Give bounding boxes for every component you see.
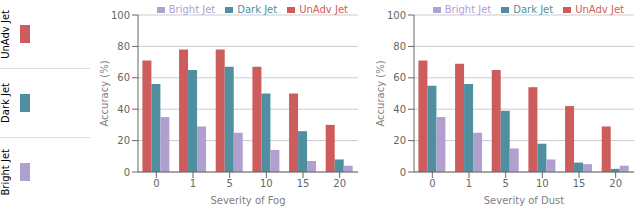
svg-text:80: 80	[117, 41, 130, 52]
svg-text:0: 0	[400, 167, 406, 178]
html-text:UnAdv Jet: UnAdv Jet	[299, 4, 348, 15]
svg-text:20: 20	[117, 135, 130, 146]
svg-text:Severity of Fog: Severity of Fog	[210, 195, 285, 206]
svg-text:1: 1	[466, 178, 472, 189]
svg-text:20: 20	[609, 178, 622, 189]
svg-text:0: 0	[153, 178, 159, 189]
svg-text:Severity of Dust: Severity of Dust	[484, 195, 565, 206]
html-text:Bright Jet: Bright Jet	[444, 4, 492, 15]
svg-text:5: 5	[226, 178, 232, 189]
svg-text:60: 60	[393, 72, 406, 83]
html-text:Dark Jet: Dark Jet	[237, 4, 278, 15]
svg-text:60: 60	[117, 72, 130, 83]
html-text:UnAdv Jet: UnAdv Jet	[575, 4, 624, 15]
svg-text:15: 15	[573, 178, 586, 189]
html-text:Bright Jet: Bright Jet	[168, 4, 216, 15]
html-text:Dark Jet: Dark Jet	[0, 83, 11, 123]
svg-text:100: 100	[111, 10, 130, 21]
svg-text:0: 0	[124, 167, 130, 178]
svg-text:10: 10	[260, 178, 273, 189]
svg-text:10: 10	[536, 178, 549, 189]
html-text:Bright Jet: Bright Jet	[0, 148, 11, 196]
svg-text:80: 80	[393, 41, 406, 52]
html-text:Dark Jet: Dark Jet	[513, 4, 554, 15]
svg-text:Accuracy (%): Accuracy (%)	[99, 60, 110, 126]
svg-text:20: 20	[393, 135, 406, 146]
svg-text:Accuracy (%): Accuracy (%)	[375, 60, 386, 126]
svg-text:1: 1	[190, 178, 196, 189]
svg-text:100: 100	[387, 10, 406, 21]
svg-text:15: 15	[297, 178, 310, 189]
svg-text:20: 20	[333, 178, 346, 189]
svg-text:40: 40	[117, 104, 130, 115]
svg-text:5: 5	[502, 178, 508, 189]
html-text:UnAdv Jet: UnAdv Jet	[0, 9, 11, 59]
svg-text:40: 40	[393, 104, 406, 115]
svg-text:0: 0	[429, 178, 435, 189]
